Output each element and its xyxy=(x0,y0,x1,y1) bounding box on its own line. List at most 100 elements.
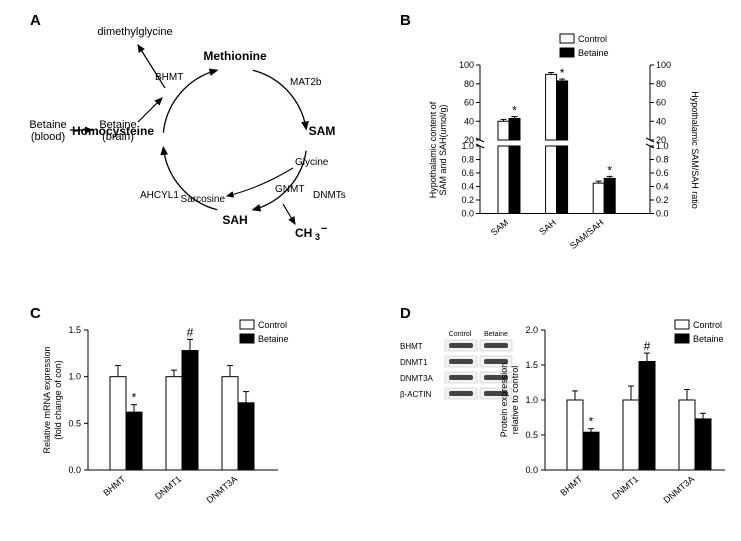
bar-betaine xyxy=(695,419,711,470)
svg-text:2.0: 2.0 xyxy=(525,325,538,335)
svg-text:3: 3 xyxy=(315,232,320,242)
blot-header: Betaine xyxy=(484,331,508,338)
svg-text:0.0: 0.0 xyxy=(656,209,669,219)
svg-text:DNMT1: DNMT1 xyxy=(153,474,183,502)
svg-text:0.5: 0.5 xyxy=(525,430,538,440)
svg-text:Relative mRNA expression: Relative mRNA expression xyxy=(42,346,52,453)
blot-label: DNMT3A xyxy=(400,374,434,383)
blot-label: BHMT xyxy=(400,342,423,351)
legend-swatch xyxy=(675,334,689,343)
svg-text:0.0: 0.0 xyxy=(68,465,81,475)
bar-control xyxy=(679,400,695,470)
enzyme-label: MAT2b xyxy=(290,77,322,88)
svg-text:0.4: 0.4 xyxy=(656,182,669,192)
svg-text:BHMT: BHMT xyxy=(101,474,127,498)
svg-text:0.8: 0.8 xyxy=(656,155,669,165)
svg-text:1.0: 1.0 xyxy=(461,141,474,151)
svg-text:60: 60 xyxy=(464,98,474,108)
bar-control xyxy=(222,377,238,470)
svg-text:#: # xyxy=(187,325,194,339)
bhmt-label: BHMT xyxy=(155,72,183,83)
blot-header: Control xyxy=(449,331,472,338)
legend-label: Betaine xyxy=(258,334,289,344)
svg-text:1.0: 1.0 xyxy=(68,372,81,382)
svg-text:100: 100 xyxy=(459,60,474,70)
svg-text:0.2: 0.2 xyxy=(461,195,474,205)
svg-text:0.5: 0.5 xyxy=(68,418,81,428)
svg-text:*: * xyxy=(132,391,137,405)
legend-label: Betaine xyxy=(693,334,724,344)
svg-text:1.5: 1.5 xyxy=(525,360,538,370)
legend-swatch xyxy=(240,320,254,329)
bar-control xyxy=(166,377,182,470)
svg-text:#: # xyxy=(644,339,651,353)
legend-label: Control xyxy=(693,320,722,330)
legend-label: Betaine xyxy=(578,48,609,58)
blot-band xyxy=(449,391,473,396)
chart-c: Control Betaine 0.0 0.5 1.0 1.5 Relative mRNA … xyxy=(30,310,330,540)
chart-b: ControlBetaine20204040606080801001000.00… xyxy=(410,20,730,280)
svg-text:*: * xyxy=(607,163,612,177)
svg-text:1.0: 1.0 xyxy=(656,141,669,151)
legend-swatch xyxy=(675,320,689,329)
svg-text:0.4: 0.4 xyxy=(461,182,474,192)
svg-text:0.6: 0.6 xyxy=(656,168,669,178)
legend-swatch xyxy=(560,48,574,57)
legend-label: Control xyxy=(578,34,607,44)
svg-text:0.0: 0.0 xyxy=(461,209,474,219)
svg-text:80: 80 xyxy=(464,79,474,89)
svg-text:Hypothalamic content of: Hypothalamic content of xyxy=(428,101,438,198)
bar-betaine xyxy=(639,362,655,471)
bar-betaine xyxy=(238,403,254,470)
betaine-brain: Betaine xyxy=(99,119,136,131)
legend-swatch xyxy=(560,34,574,43)
bar-control xyxy=(567,400,583,470)
gnmt-label: GNMT xyxy=(275,184,304,195)
svg-text:(blood): (blood) xyxy=(31,131,65,143)
blot-band xyxy=(484,343,508,348)
blot-band xyxy=(449,359,473,364)
svg-text:DNMT3A: DNMT3A xyxy=(662,474,697,505)
svg-text:*: * xyxy=(512,104,517,118)
ch3-label: CH xyxy=(295,226,312,240)
svg-text:BHMT: BHMT xyxy=(558,474,584,498)
bar-control xyxy=(110,377,126,470)
svg-text:Protein expression: Protein expression xyxy=(499,363,509,438)
sah-node: SAH xyxy=(222,213,247,227)
svg-text:DNMT3A: DNMT3A xyxy=(205,474,240,505)
chart-d: Control Betaine BHMT DNMT1 DNMT3A β-ACTIN Cont… xyxy=(390,310,740,540)
svg-text:(brain): (brain) xyxy=(102,131,134,143)
svg-text:40: 40 xyxy=(464,116,474,126)
svg-text:100: 100 xyxy=(656,60,671,70)
svg-text:(fold change of con): (fold change of con) xyxy=(53,360,63,440)
blot-label: DNMT1 xyxy=(400,358,428,367)
svg-text:40: 40 xyxy=(656,116,666,126)
svg-text:1.5: 1.5 xyxy=(68,325,81,335)
svg-text:1.0: 1.0 xyxy=(525,395,538,405)
svg-text:DNMT1: DNMT1 xyxy=(610,474,640,502)
legend-label: Control xyxy=(258,320,287,330)
bar-control xyxy=(623,400,639,470)
bar-betaine xyxy=(182,351,198,470)
blot-label: β-ACTIN xyxy=(400,390,431,399)
svg-text:SAM and SAH(umol/g): SAM and SAH(umol/g) xyxy=(438,104,448,195)
svg-text:*: * xyxy=(560,66,565,80)
svg-text:SAM: SAM xyxy=(489,217,510,237)
bar-betaine xyxy=(583,432,599,470)
svg-text:−: − xyxy=(321,223,327,235)
svg-text:0.0: 0.0 xyxy=(525,465,538,475)
legend-swatch xyxy=(240,334,254,343)
dimethylglycine-label: dimethylglycine xyxy=(97,26,172,38)
blot-band xyxy=(449,375,473,380)
svg-text:0.8: 0.8 xyxy=(461,155,474,165)
dnmts-label: DNMTs xyxy=(313,190,346,201)
svg-text:*: * xyxy=(589,415,594,429)
glycine-label: Glycine xyxy=(295,157,329,168)
svg-text:SAM/SAH: SAM/SAH xyxy=(568,217,605,251)
enzyme-label: AHCYL1 xyxy=(140,190,179,201)
svg-text:0.6: 0.6 xyxy=(461,168,474,178)
bar-betaine xyxy=(126,412,142,470)
svg-text:relative to control: relative to control xyxy=(510,366,520,435)
methionine-node: Methionine xyxy=(203,49,267,63)
sam-node: SAM xyxy=(309,124,336,138)
